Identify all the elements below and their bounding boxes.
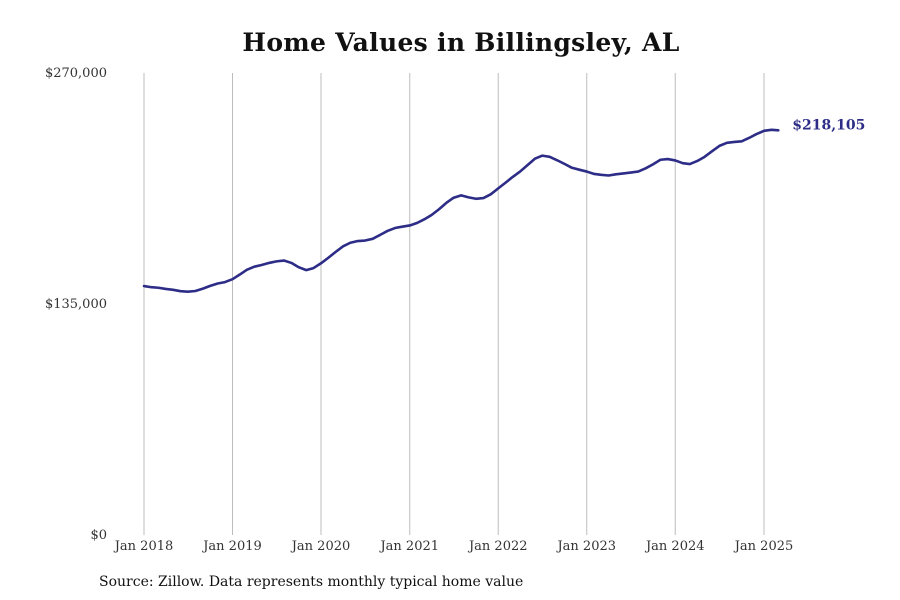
y-tick-label: $135,000 — [45, 297, 107, 312]
x-tick-label: Jan 2025 — [733, 539, 794, 554]
y-tick-label: $0 — [90, 528, 107, 543]
x-tick-label: Jan 2019 — [201, 539, 262, 554]
chart-title: Home Values in Billingsley, AL — [242, 28, 680, 57]
x-tick-label: Jan 2020 — [290, 539, 351, 554]
x-tick-label: Jan 2018 — [113, 539, 174, 554]
y-tick-label: $270,000 — [45, 66, 107, 81]
x-axis-ticks: Jan 2018 Jan 2019 Jan 2020 Jan 2021 Jan 2022… — [113, 539, 794, 554]
x-tick-label: Jan 2023 — [555, 539, 616, 554]
x-tick-label: Jan 2022 — [467, 539, 528, 554]
gridlines — [143, 73, 765, 535]
x-tick-label: Jan 2024 — [644, 539, 705, 554]
x-tick-label: Jan 2021 — [378, 539, 439, 554]
y-axis-ticks: $0 $135,000 $270,000 — [45, 66, 107, 543]
series-line — [142, 128, 780, 293]
end-value-label: $218,105 — [792, 117, 865, 133]
source-note: Source: Zillow. Data represents monthly … — [99, 574, 524, 590]
